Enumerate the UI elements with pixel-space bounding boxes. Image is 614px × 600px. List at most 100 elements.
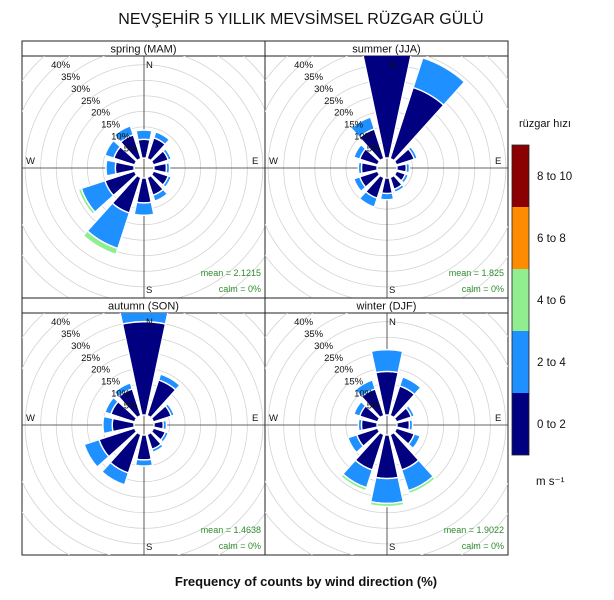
wedge-180-bin1 [134, 458, 154, 467]
tick-label: 20% [91, 365, 111, 376]
wedge-120-bin1 [159, 431, 170, 444]
panel-winter: winter (DJF)5%10%15%20%25%30%35%40%45%NE… [264, 297, 509, 556]
tick-label: 30% [314, 341, 334, 352]
calm-label: calm = 0% [219, 541, 261, 551]
wedge-150-bin1 [151, 188, 169, 203]
wedge-300-bin1 [352, 400, 367, 418]
wedge-0-bin1 [135, 129, 153, 141]
panel-title: spring (MAM) [110, 44, 176, 56]
wedge-90-bin1 [408, 418, 414, 432]
wedge-30-bin1 [412, 57, 466, 107]
calm-label: calm = 0% [462, 541, 504, 551]
legend-swatch-1 [512, 331, 529, 393]
wedge-150-bin1 [393, 183, 406, 194]
tick-label: 20% [91, 108, 111, 119]
tick-label: 35% [61, 329, 81, 340]
wedge-300-bin1 [104, 139, 122, 160]
compass-w: W [26, 413, 35, 424]
footer-caption: Frequency of counts by wind direction (%… [175, 574, 437, 589]
tick-label: 35% [304, 329, 324, 340]
wedge-150-bin1 [151, 443, 165, 454]
tick-label: 45% [41, 48, 61, 59]
tick-label: 20% [334, 365, 354, 376]
wedge-330-bin1 [354, 379, 377, 398]
tick-label: 20% [334, 108, 354, 119]
panel-title: winter (DJF) [356, 301, 417, 313]
mean-label: mean = 1.825 [449, 268, 504, 278]
radial-tick-labels: 5%10%15%20%25%30%35%40%45% [284, 48, 381, 154]
panel-summer: summer (JJA)5%10%15%20%25%30%35%40%45%NE… [264, 40, 509, 299]
wedge-30-bin1 [152, 130, 171, 146]
tick-label: 45% [284, 48, 304, 59]
wedge-240-bin1 [83, 438, 110, 469]
wedge-300-bin1 [352, 143, 367, 161]
wedge-330-bin1 [113, 382, 134, 398]
wedge-300-bin1 [104, 396, 120, 416]
rose-plot: 5%10%15%20%25%30%35%40%45% [265, 48, 508, 298]
wedge-0-bin1 [370, 349, 404, 374]
panel-spring: spring (MAM)5%10%15%20%25%30%35%40%45%NE… [21, 40, 266, 299]
wedge-60-bin1 [164, 402, 176, 418]
wedge-120-bin1 [162, 175, 173, 189]
panels-grid: spring (MAM)5%10%15%20%25%30%35%40%45%NE… [21, 40, 509, 556]
tick-label: 10% [111, 389, 131, 400]
tick-label: 45% [41, 305, 61, 316]
tick-label: 15% [101, 377, 121, 388]
wedge-180-bin2 [369, 500, 405, 508]
wedge-30-bin1 [398, 376, 422, 396]
wedge-60-bin1 [407, 145, 419, 161]
legend-frame [511, 144, 530, 456]
tick-label: 10% [354, 132, 374, 143]
legend-swatch-0 [512, 393, 529, 455]
wedge-210-bin2 [82, 229, 119, 256]
wedge-240-bin1 [352, 175, 367, 193]
tick-label: 5% [124, 143, 138, 154]
rose-plot: 5%10%15%20%25%30%35%40%45% [22, 48, 265, 298]
tick-label: 35% [304, 72, 324, 83]
wedge-90-bin1 [165, 161, 171, 175]
compass-e: E [252, 156, 258, 167]
mean-label: mean = 1.4638 [201, 525, 261, 535]
wedge-270-bin1 [357, 418, 363, 432]
panel-title: summer (JJA) [352, 44, 420, 56]
wedge-90-bin1 [162, 419, 168, 431]
wedge-120-bin1 [400, 173, 410, 185]
rose-plot: 5%10%15%20%25%30%35%40%45% [22, 305, 265, 555]
compass-n: N [146, 60, 153, 71]
tick-label: 25% [81, 96, 101, 107]
wedge-0-bin0 [362, 56, 412, 160]
panel-frame [21, 55, 266, 299]
radial-tick-labels: 5%10%15%20%25%30%35%40%45% [284, 305, 381, 411]
compass-e: E [495, 413, 501, 424]
tick-label: 45% [284, 305, 304, 316]
tick-label: 10% [354, 389, 374, 400]
wedge-90-bin1 [405, 162, 411, 174]
compass-n: N [146, 317, 153, 328]
chart-title: NEVŞEHİR 5 YILLIK MEVSİMSEL RÜZGAR GÜLÜ [118, 9, 483, 28]
compass-s: S [146, 285, 152, 296]
tick-label: 5% [124, 400, 138, 411]
compass-w: W [269, 413, 278, 424]
wedge-180-bin1 [133, 201, 155, 217]
legend-label-2: 4 to 6 [537, 295, 566, 307]
tick-label: 30% [71, 341, 91, 352]
panel-title: autumn (SON) [108, 301, 179, 313]
wedge-330-bin1 [113, 125, 135, 144]
wedge-90-bin0 [395, 163, 408, 173]
tick-label: 40% [51, 317, 71, 328]
legend-swatch-3 [512, 207, 529, 269]
wedge-120-bin1 [407, 432, 422, 450]
tick-label: 40% [294, 317, 314, 328]
wedge-330-bin1 [350, 116, 376, 139]
legend-swatch-4 [512, 145, 529, 207]
compass-n: N [389, 60, 396, 71]
wedge-60-bin1 [162, 147, 173, 161]
tick-label: 30% [71, 84, 91, 95]
wedge-60-bin1 [405, 404, 416, 418]
compass-s: S [389, 285, 395, 296]
tick-label: 15% [344, 377, 364, 388]
tick-label: 35% [61, 72, 81, 83]
tick-label: 25% [324, 353, 344, 364]
tick-label: 15% [101, 120, 121, 131]
compass-w: W [26, 156, 35, 167]
